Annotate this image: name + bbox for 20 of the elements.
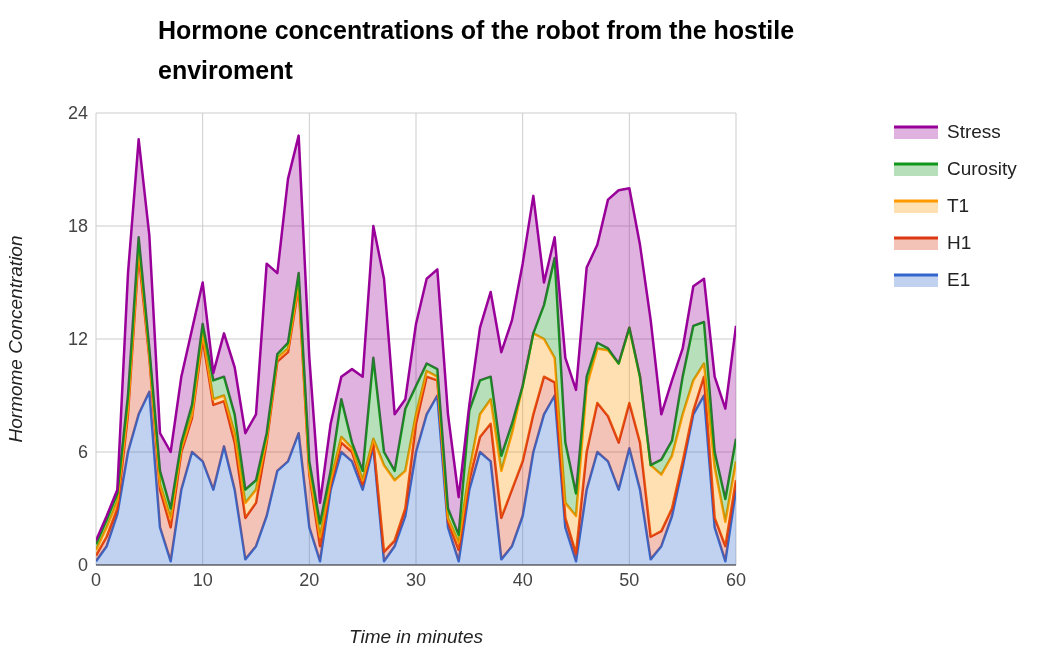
x-tick-label: 40 [512, 569, 533, 590]
y-tick-label: 12 [67, 329, 88, 350]
y-tick-label: 6 [77, 442, 88, 463]
legend-label: Curosity [947, 157, 1017, 180]
x-axis-title: Time in minutes [349, 626, 484, 647]
x-tick-label: 30 [405, 569, 427, 590]
x-tick-label: 10 [192, 569, 213, 590]
chart-title: Hormone concentrations of the robot from the hostile enviroment [158, 15, 796, 86]
y-tick-label: 0 [77, 555, 88, 576]
legend-label: Stress [947, 120, 1001, 143]
y-axis-title: Hormome Concentration [4, 235, 26, 443]
y-tick-label: 24 [67, 103, 88, 124]
legend-label: H1 [947, 231, 972, 254]
x-tick-label: 20 [299, 569, 320, 590]
x-tick-label: 60 [725, 569, 747, 590]
legend-label: E1 [947, 268, 971, 291]
legend-label: T1 [947, 194, 970, 217]
x-tick-label: 0 [90, 569, 102, 590]
x-tick-label: 50 [619, 569, 640, 590]
y-tick-label: 18 [67, 216, 88, 237]
